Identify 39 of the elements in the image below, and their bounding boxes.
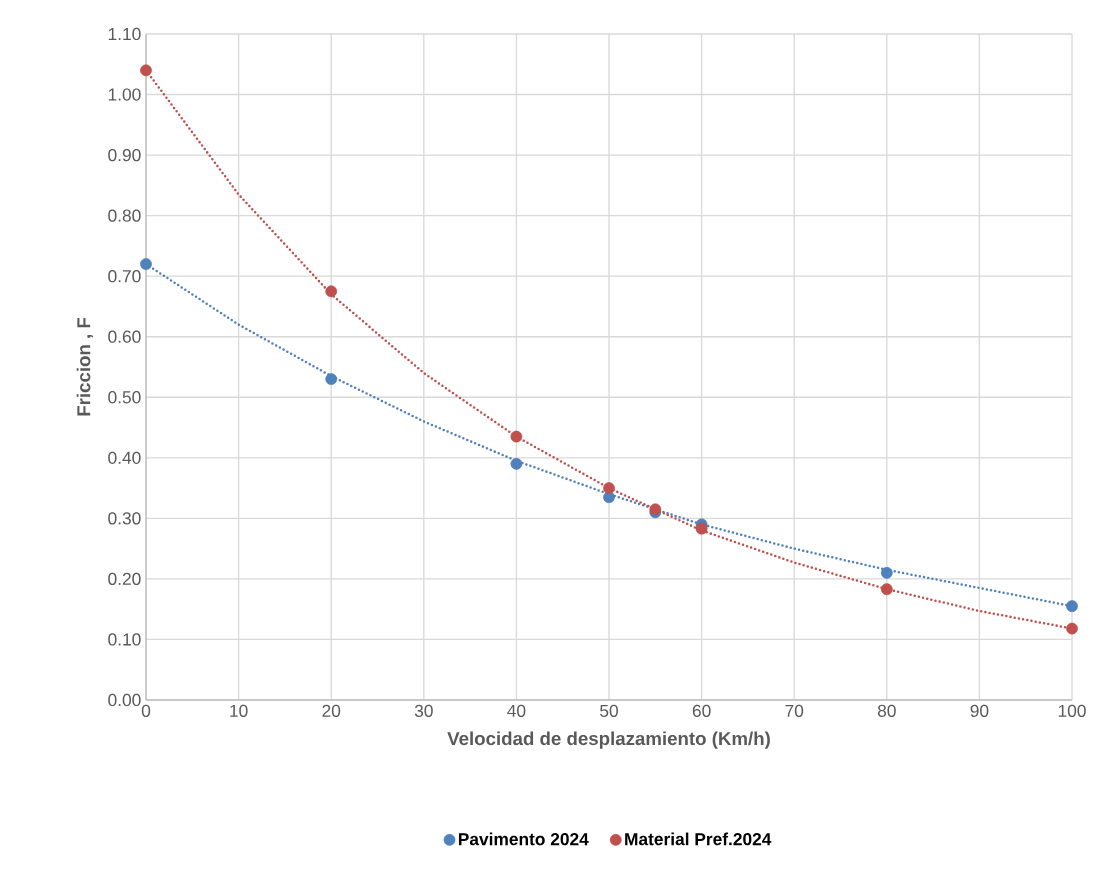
point: [140, 258, 152, 270]
x-axis-title: Velocidad de desplazamiento (Km/h): [447, 731, 770, 749]
point: [325, 373, 338, 385]
x-tick-label: 20: [322, 704, 341, 717]
legend-label: Material Pref.2024: [625, 832, 772, 846]
point: [140, 64, 152, 77]
y-tick-label: 0.30: [108, 512, 141, 525]
point: [510, 457, 523, 470]
x-tick-label: 70: [785, 704, 804, 717]
x-tick-label: 100: [1058, 704, 1086, 717]
legend-label: Pavimento 2024: [458, 832, 589, 846]
y-tick-label: 0.50: [108, 391, 141, 404]
y-tick-label: 1.00: [108, 88, 141, 101]
x-tick-label: 10: [230, 704, 248, 717]
y-tick-label: 0.10: [108, 633, 141, 646]
y-tick-label: 0.70: [108, 270, 141, 283]
point: [1066, 622, 1078, 635]
y-tick-label: 0.80: [108, 209, 141, 222]
y-tick-label: 0.00: [108, 693, 141, 707]
point: [880, 566, 893, 579]
x-tick-label: 50: [600, 704, 618, 717]
point: [1066, 600, 1078, 613]
x-tick-label: 80: [877, 704, 896, 717]
point: [510, 430, 523, 443]
y-axis-title: Friccion , F: [76, 317, 94, 416]
point: [880, 583, 893, 596]
y-tick-label: 0.60: [108, 330, 141, 343]
point: [695, 522, 708, 535]
y-tick-label: 0.20: [108, 572, 141, 586]
x-tick-label: 0: [141, 704, 151, 717]
x-tick-label: 40: [507, 704, 526, 717]
x-tick-label: 90: [970, 704, 989, 717]
point: [603, 482, 615, 494]
x-tick-label: 60: [692, 704, 711, 717]
y-tick-label: 0.40: [108, 451, 141, 464]
point: [325, 285, 338, 298]
x-tick-label: 30: [414, 704, 433, 717]
y-tick-label: 0.90: [108, 148, 141, 162]
y-tick-label: 1.10: [108, 27, 141, 41]
